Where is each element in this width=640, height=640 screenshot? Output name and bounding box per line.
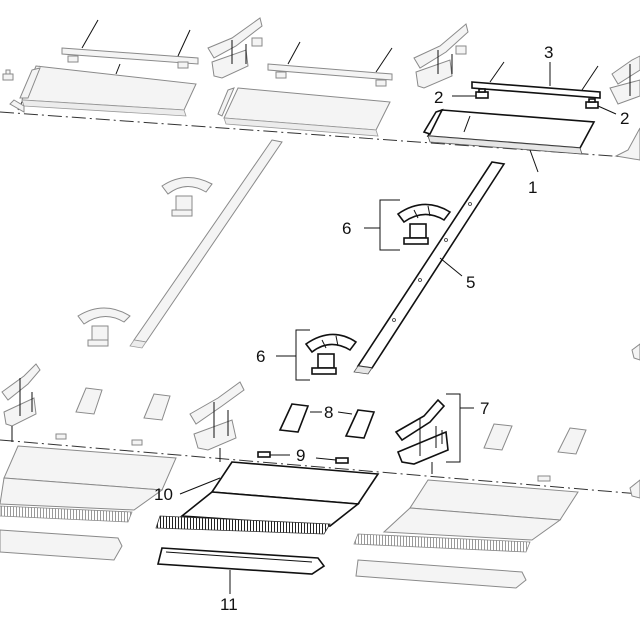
callout-8: 8 xyxy=(324,403,333,422)
top-center-rail xyxy=(267,41,393,87)
lower-left-cover xyxy=(0,529,123,561)
top-bracket-3 xyxy=(413,23,469,89)
callout-3: 3 xyxy=(544,43,553,62)
part-6-hook-upper xyxy=(396,203,452,245)
part-9-clip-left xyxy=(257,451,271,458)
part-3-rail xyxy=(471,61,601,99)
callout-labels: 1 2 2 3 5 6 6 7 8 9 10 11 xyxy=(154,43,629,614)
lower-right-flashing xyxy=(353,479,579,553)
mid-left-hook-upper xyxy=(161,177,213,217)
part-6-hook-lower xyxy=(304,333,358,375)
lower-left-bracket xyxy=(1,363,41,442)
part-9-clip-right xyxy=(335,457,349,464)
part-8-plate-right xyxy=(344,409,376,439)
part-2-clip-right xyxy=(585,98,599,109)
part-11-cover xyxy=(156,547,326,575)
top-center-flashing xyxy=(217,87,391,137)
lower-right-edge xyxy=(629,479,640,499)
part-1-flashing xyxy=(422,108,596,155)
part-2-clip-left xyxy=(475,88,489,99)
callout-6-upper: 6 xyxy=(342,219,351,238)
leader-lines xyxy=(179,62,617,594)
mid-right-hook-edge xyxy=(631,343,640,361)
callout-1: 1 xyxy=(528,178,537,197)
callout-11: 11 xyxy=(220,595,238,614)
lower-plates-left xyxy=(55,387,171,446)
part-10-flashing xyxy=(155,461,380,535)
top-bracket-2 xyxy=(207,17,263,79)
top-left-flashing xyxy=(9,65,197,117)
lower-plates-right xyxy=(483,423,587,482)
lower-left-flashing xyxy=(0,445,177,523)
mid-left-hook-lower xyxy=(77,307,131,347)
lower-center-bracket xyxy=(189,381,245,462)
lower-right-cover xyxy=(355,559,527,589)
mid-left-long-rail xyxy=(129,139,283,349)
callout-5: 5 xyxy=(466,273,475,292)
top-left-rail xyxy=(61,19,199,75)
callout-2-left: 2 xyxy=(434,88,443,107)
part-5-long-rail xyxy=(353,161,506,375)
callout-6-lower: 6 xyxy=(256,347,265,366)
part-8-plate-left xyxy=(278,403,310,433)
top-small-clips xyxy=(2,69,14,81)
callout-2-right: 2 xyxy=(620,109,629,128)
top-row-background-parts xyxy=(2,17,640,161)
part-7-bracket xyxy=(394,398,449,474)
callout-10: 10 xyxy=(154,485,173,504)
right-flashing-edge xyxy=(614,127,640,161)
callout-7: 7 xyxy=(480,399,489,418)
callout-9: 9 xyxy=(296,446,305,465)
top-bracket-4 xyxy=(609,55,640,105)
